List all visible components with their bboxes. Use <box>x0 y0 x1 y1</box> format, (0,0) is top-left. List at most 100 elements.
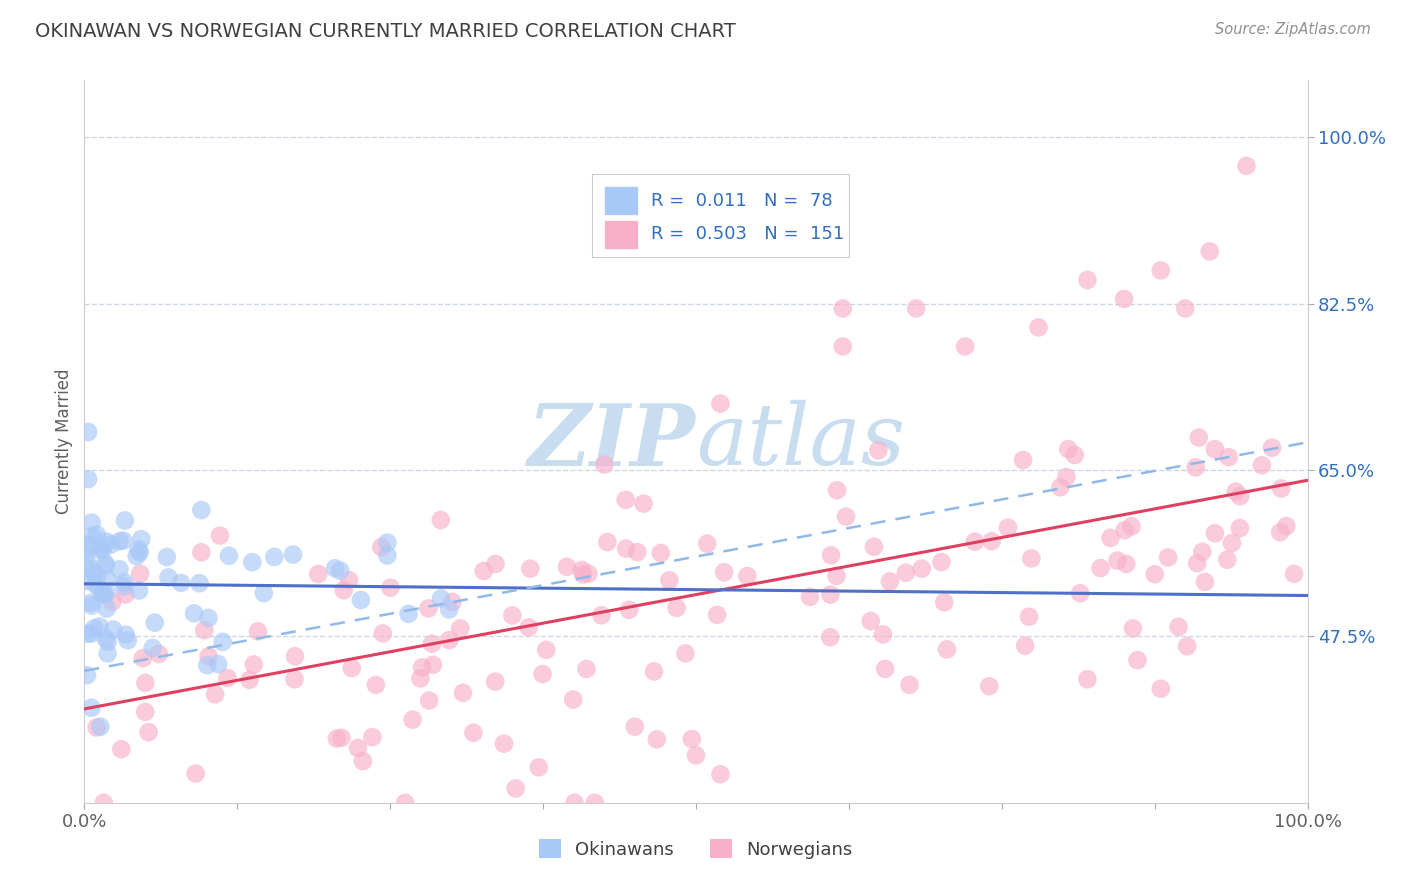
Point <box>571 563 593 577</box>
Point <box>131 532 153 546</box>
Point <box>859 614 882 628</box>
Point <box>125 549 148 564</box>
Point <box>211 635 233 649</box>
Point <box>193 624 215 638</box>
Point <box>91 542 114 557</box>
Point <box>77 472 100 486</box>
FancyBboxPatch shape <box>605 219 638 249</box>
Point <box>370 540 392 554</box>
Point <box>645 732 668 747</box>
Point <box>1054 470 1077 484</box>
Point <box>911 561 934 575</box>
Point <box>441 595 464 609</box>
Point <box>576 566 599 581</box>
Point <box>112 580 135 594</box>
Point <box>1114 523 1136 537</box>
Point <box>1012 453 1035 467</box>
Point <box>633 497 655 511</box>
Point <box>1021 551 1043 566</box>
Point <box>614 541 637 556</box>
Point <box>825 483 848 498</box>
Point <box>170 576 193 591</box>
Point <box>114 587 136 601</box>
Point <box>96 573 118 587</box>
Point <box>401 713 423 727</box>
Point <box>143 615 166 630</box>
Point <box>685 748 707 763</box>
Point <box>218 549 240 563</box>
Point <box>1282 566 1305 581</box>
Point <box>337 573 360 587</box>
Point <box>96 586 118 600</box>
Point <box>863 540 886 554</box>
Point <box>184 766 207 780</box>
Point <box>820 588 842 602</box>
Point <box>156 549 179 564</box>
Point <box>650 546 672 560</box>
Point <box>505 781 527 796</box>
Point <box>89 582 111 597</box>
Point <box>332 583 354 598</box>
Point <box>1185 556 1208 570</box>
Point <box>617 603 640 617</box>
Point <box>350 593 373 607</box>
Point <box>1220 536 1243 550</box>
Point <box>76 668 98 682</box>
Point <box>1099 531 1122 545</box>
Point <box>429 513 451 527</box>
Point <box>1014 639 1036 653</box>
Point <box>1150 263 1173 277</box>
Point <box>583 796 606 810</box>
Point <box>281 548 304 562</box>
Point <box>77 537 100 551</box>
Point <box>1198 244 1220 259</box>
Point <box>83 621 105 635</box>
Point <box>1275 519 1298 533</box>
Point <box>148 647 170 661</box>
Point <box>979 679 1001 693</box>
Point <box>1126 653 1149 667</box>
Point <box>93 796 115 810</box>
Point <box>94 556 117 570</box>
Point <box>614 492 637 507</box>
Point <box>1204 526 1226 541</box>
Point <box>91 587 114 601</box>
Point <box>117 633 139 648</box>
Point <box>1157 550 1180 565</box>
Point <box>1261 441 1284 455</box>
Point <box>380 581 402 595</box>
Point <box>879 574 901 589</box>
Point <box>108 534 131 549</box>
Point <box>94 558 117 573</box>
Point <box>737 569 759 583</box>
Point <box>713 566 735 580</box>
Point <box>1194 574 1216 589</box>
Point <box>75 574 97 588</box>
Point <box>352 754 374 768</box>
Point <box>418 693 440 707</box>
Point <box>114 627 136 641</box>
Point <box>398 607 420 621</box>
Point <box>82 529 104 543</box>
Point <box>1028 320 1050 334</box>
Y-axis label: Currently Married: Currently Married <box>55 368 73 515</box>
Point <box>562 692 585 706</box>
Point <box>1107 553 1129 567</box>
Point <box>89 619 111 633</box>
Point <box>818 630 841 644</box>
Point <box>240 555 263 569</box>
Point <box>825 569 848 583</box>
Point <box>1218 450 1240 465</box>
Point <box>371 626 394 640</box>
Point <box>1188 430 1211 444</box>
Point <box>681 731 703 746</box>
Point <box>347 741 370 756</box>
Point <box>875 662 897 676</box>
Point <box>1270 482 1292 496</box>
Point <box>80 700 103 714</box>
Point <box>93 587 115 601</box>
Point <box>953 339 976 353</box>
Point <box>246 624 269 639</box>
Point <box>439 633 461 648</box>
Point <box>114 514 136 528</box>
